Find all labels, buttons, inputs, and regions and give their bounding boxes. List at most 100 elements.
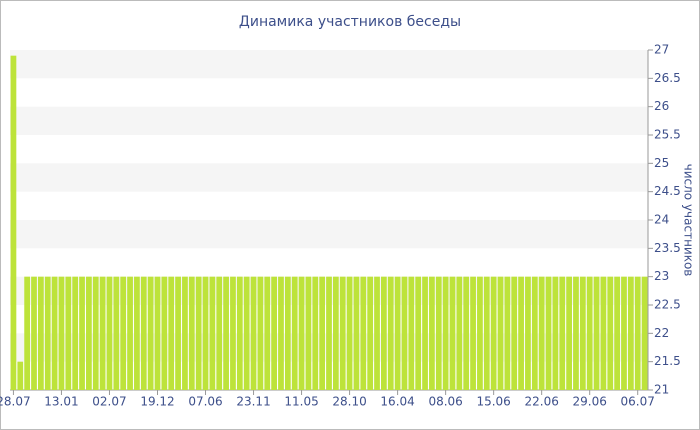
bar bbox=[545, 276, 552, 390]
bar bbox=[257, 276, 264, 390]
bar bbox=[559, 276, 566, 390]
chart-title: Динамика участников беседы bbox=[239, 14, 461, 30]
bar bbox=[614, 276, 621, 390]
bar bbox=[538, 276, 545, 390]
bar bbox=[449, 276, 456, 390]
y-tick-label: 21 bbox=[654, 383, 669, 397]
bar bbox=[278, 276, 284, 390]
x-tick-label: 13.01 bbox=[44, 395, 78, 409]
y-tick-label: 26 bbox=[654, 99, 669, 113]
x-tick-label: 19.12 bbox=[140, 395, 174, 409]
bar bbox=[86, 276, 92, 390]
bar bbox=[470, 276, 476, 390]
y-tick-label: 27 bbox=[654, 43, 669, 57]
bar bbox=[346, 276, 353, 390]
x-tick-label: 11.05 bbox=[284, 395, 318, 409]
x-tick-label: 16.04 bbox=[380, 395, 414, 409]
y-tick-label: 25 bbox=[654, 156, 669, 170]
bar bbox=[58, 276, 65, 390]
bar bbox=[161, 276, 168, 390]
grid-band bbox=[10, 50, 648, 79]
bar bbox=[641, 276, 648, 390]
bar bbox=[463, 276, 470, 390]
bar bbox=[175, 276, 181, 390]
bar bbox=[477, 276, 483, 390]
bar bbox=[353, 276, 360, 390]
bar bbox=[579, 276, 586, 390]
bar bbox=[51, 276, 58, 390]
bar bbox=[250, 276, 257, 390]
bar bbox=[442, 276, 449, 390]
bar bbox=[195, 276, 202, 390]
bar bbox=[394, 276, 401, 390]
y-tick-label: 24 bbox=[654, 213, 669, 227]
bar bbox=[24, 276, 31, 390]
x-tick-label: 29.06 bbox=[573, 395, 607, 409]
bar bbox=[531, 276, 538, 390]
bar bbox=[127, 276, 133, 390]
bar bbox=[182, 276, 188, 390]
bar bbox=[504, 276, 511, 390]
bar bbox=[92, 276, 99, 390]
bar bbox=[573, 276, 579, 390]
bar bbox=[621, 276, 627, 390]
x-tick-label: 28.07 bbox=[0, 395, 31, 409]
bar bbox=[188, 276, 195, 390]
y-tick-label: 24.5 bbox=[654, 184, 681, 198]
bar bbox=[31, 276, 37, 390]
bar bbox=[134, 276, 140, 390]
x-tick-label: 02.07 bbox=[92, 395, 126, 409]
bar bbox=[360, 276, 367, 390]
bar bbox=[44, 276, 51, 390]
bar bbox=[291, 276, 298, 390]
bar bbox=[456, 276, 463, 390]
bar bbox=[65, 276, 72, 390]
y-tick-label: 23.5 bbox=[654, 241, 681, 255]
bar bbox=[401, 276, 408, 390]
bar bbox=[490, 276, 497, 390]
bar bbox=[230, 276, 236, 390]
x-tick-label: 15.06 bbox=[476, 395, 510, 409]
grid-band bbox=[10, 163, 648, 192]
bar bbox=[202, 276, 209, 390]
bar bbox=[408, 276, 415, 390]
bar bbox=[298, 276, 305, 390]
bar bbox=[525, 276, 531, 390]
bar bbox=[483, 276, 490, 390]
bar bbox=[600, 276, 607, 390]
y-tick-label: 22.5 bbox=[654, 298, 681, 312]
bar bbox=[381, 276, 387, 390]
bar bbox=[586, 276, 593, 390]
bar bbox=[154, 276, 161, 390]
bar bbox=[140, 276, 147, 390]
bar bbox=[593, 276, 600, 390]
bar bbox=[634, 276, 641, 390]
bar bbox=[37, 276, 44, 390]
x-tick-label: 28.10 bbox=[332, 395, 366, 409]
bar bbox=[72, 276, 79, 390]
y-tick-label: 25.5 bbox=[654, 128, 681, 142]
bar bbox=[209, 276, 216, 390]
bar bbox=[518, 276, 524, 390]
bar bbox=[607, 276, 614, 390]
bar bbox=[566, 276, 572, 390]
bar bbox=[312, 276, 319, 390]
bar bbox=[627, 276, 634, 390]
bar bbox=[223, 276, 229, 390]
bar bbox=[415, 276, 422, 390]
bar bbox=[387, 276, 394, 390]
x-tick-label: 22.06 bbox=[524, 395, 558, 409]
grid-band bbox=[10, 220, 648, 249]
bar bbox=[17, 361, 24, 390]
y-tick-label: 26.5 bbox=[654, 71, 681, 85]
bar bbox=[168, 276, 175, 390]
bar bbox=[552, 276, 559, 390]
bar bbox=[435, 276, 442, 390]
x-tick-label: 07.06 bbox=[188, 395, 222, 409]
bar bbox=[79, 276, 85, 390]
x-tick-label: 23.11 bbox=[236, 395, 270, 409]
bar bbox=[147, 276, 154, 390]
y-tick-label: 21.5 bbox=[654, 354, 681, 368]
bar bbox=[429, 276, 435, 390]
